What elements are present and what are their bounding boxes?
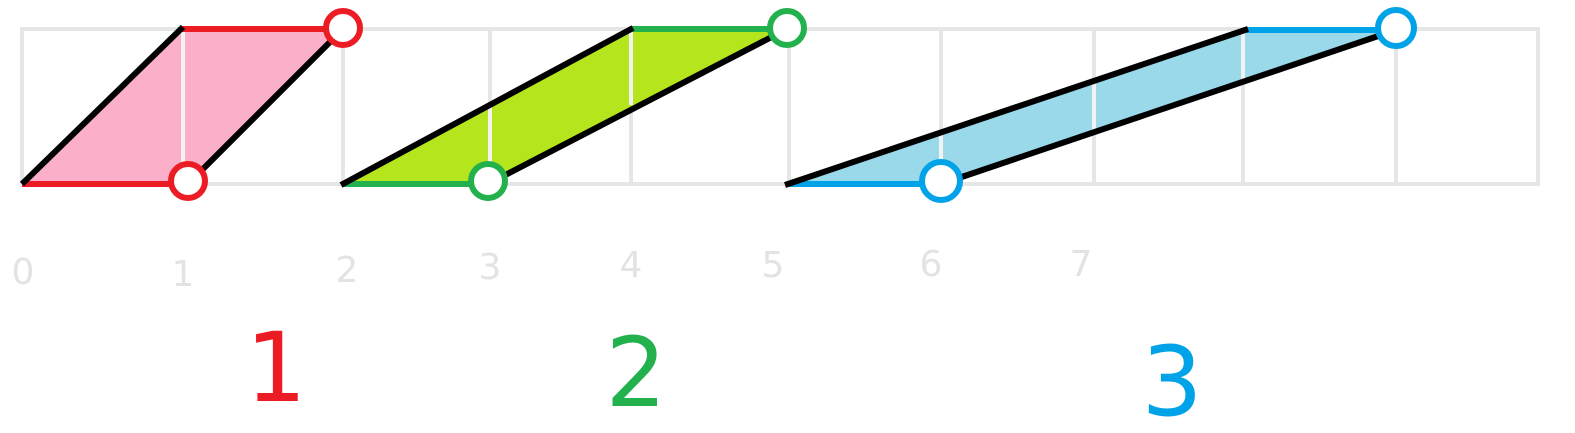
tick-label-1: 1: [172, 254, 195, 295]
red-circle-icon: [323, 8, 363, 48]
green-circle-icon: [767, 8, 807, 48]
parallelogram-1-left-edge: [19, 24, 186, 187]
parallelogram-2: [339, 8, 807, 201]
axis-tick-labels: 0 1 2 3 4 5 6 7: [12, 244, 1093, 295]
parallelogram-2-right-edge: [486, 26, 789, 187]
tick-label-4: 4: [620, 245, 643, 286]
shape-label-1: 1: [245, 312, 306, 424]
tick-label-5: 5: [762, 245, 785, 286]
tick-label-0: 0: [12, 252, 35, 293]
shape-label-2: 2: [605, 317, 666, 429]
parallelogram-3-right-edge: [940, 27, 1397, 187]
tick-label-6: 6: [920, 244, 943, 285]
parallelogram-3: [784, 7, 1417, 203]
blue-circle-icon: [1375, 7, 1417, 49]
red-circle-icon: [168, 161, 208, 201]
parallelogram-1-right-edge: [185, 26, 346, 187]
tick-label-7: 7: [1070, 244, 1093, 285]
tick-label-2: 2: [336, 250, 359, 291]
green-circle-icon: [468, 161, 508, 201]
shape-label-3: 3: [1141, 326, 1202, 433]
parallelogram-2-fill: [343, 29, 787, 184]
blue-circle-icon: [919, 159, 963, 203]
parallelogram-3-left-edge: [784, 26, 1249, 188]
tick-label-3: 3: [479, 247, 502, 288]
parallelogram-3-fill: [787, 30, 1396, 184]
parallelogram-2-left-edge: [339, 25, 635, 188]
parallelogram-1: [19, 8, 363, 201]
